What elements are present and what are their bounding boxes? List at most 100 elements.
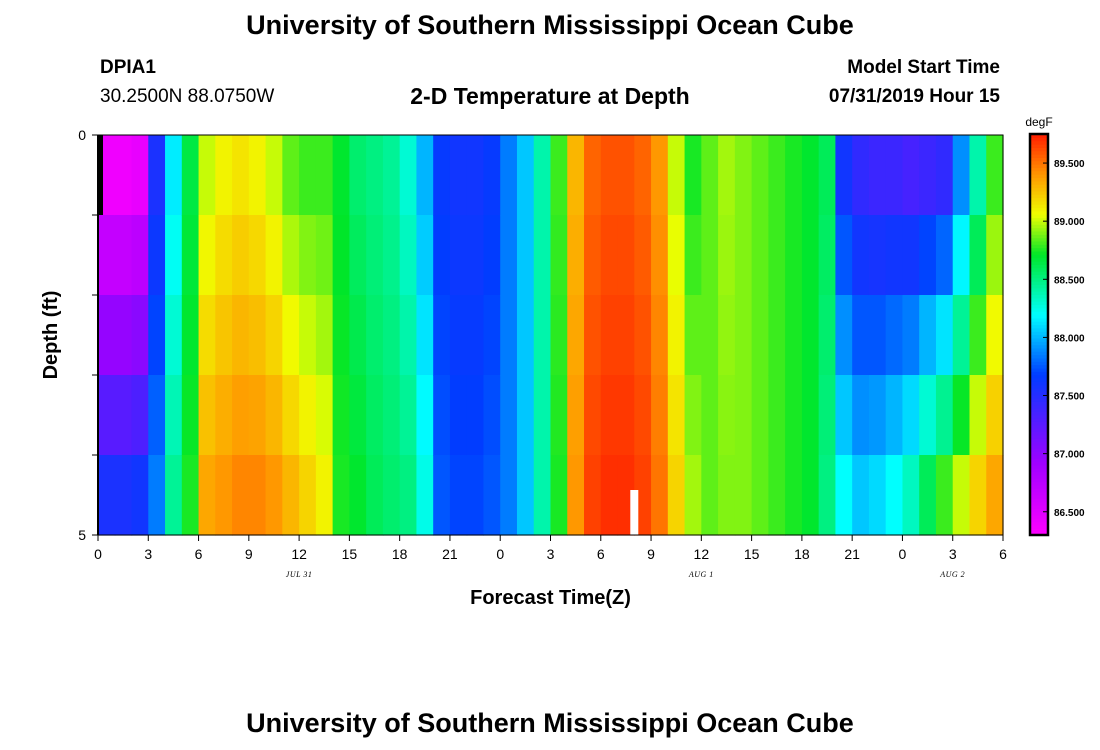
heatmap-cell xyxy=(466,295,485,376)
heatmap-cell xyxy=(349,135,367,216)
heatmap-cell xyxy=(282,215,300,296)
heatmap-cell xyxy=(449,135,468,216)
colorbar-swatch xyxy=(1030,528,1048,533)
heatmap-cell xyxy=(148,295,166,376)
colorbar-swatch xyxy=(1030,458,1048,463)
heatmap-cell xyxy=(801,215,820,296)
colorbar-swatch xyxy=(1030,147,1048,152)
heatmap-cell xyxy=(114,135,133,216)
colorbar-swatch xyxy=(1030,371,1048,376)
heatmap-cell xyxy=(131,135,149,216)
heatmap-cell xyxy=(969,135,987,216)
heatmap-cell xyxy=(399,295,418,376)
colorbar-swatch xyxy=(1030,494,1048,499)
heatmap-cell xyxy=(818,215,837,296)
heatmap-cell xyxy=(550,375,568,456)
colorbar-tick-label: 89.000 xyxy=(1054,217,1085,228)
colorbar-swatch xyxy=(1030,220,1048,225)
heatmap-cell xyxy=(885,375,904,456)
heatmap-cell xyxy=(232,215,250,296)
heatmap-cell xyxy=(785,135,803,216)
y-tick-label: 5 xyxy=(78,527,86,543)
heatmap-cell xyxy=(98,455,116,536)
heatmap-cell xyxy=(299,295,317,376)
x-tick-label: 6 xyxy=(195,546,203,562)
heatmap-cell xyxy=(315,455,334,536)
heatmap-cell xyxy=(751,135,769,216)
y-axis-ticks: 05 xyxy=(78,127,98,543)
heatmap-cell xyxy=(684,135,702,216)
colorbar-swatch xyxy=(1030,521,1048,526)
heatmap-cell xyxy=(684,455,702,536)
colorbar-swatch xyxy=(1030,331,1048,336)
heatmap-cell xyxy=(198,135,216,216)
heatmap-cell xyxy=(969,295,987,376)
heatmap-cell xyxy=(550,135,568,216)
colorbar-swatch xyxy=(1030,431,1048,436)
footer-title: University of Southern Mississippi Ocean… xyxy=(246,708,854,738)
heatmap-cell xyxy=(919,135,937,216)
heatmap-cell xyxy=(366,135,384,216)
colorbar-swatch xyxy=(1030,210,1048,215)
colorbar-swatch xyxy=(1030,454,1048,459)
heatmap-cell xyxy=(935,375,954,456)
colorbar-swatch xyxy=(1030,140,1048,145)
colorbar-swatch xyxy=(1030,297,1048,302)
colorbar-swatch xyxy=(1030,518,1048,523)
colorbar-swatch xyxy=(1030,531,1048,536)
colorbar-swatch xyxy=(1030,448,1048,453)
x-tick-label: 3 xyxy=(949,546,957,562)
heatmap-cell xyxy=(567,375,585,456)
heatmap-cell xyxy=(986,215,1004,296)
heatmap-cell xyxy=(885,215,904,296)
heatmap-cell xyxy=(198,455,216,536)
colorbar-swatch xyxy=(1030,271,1048,275)
colorbar-swatch xyxy=(1030,414,1048,419)
heatmap-cell xyxy=(751,455,769,536)
heatmap-cell xyxy=(667,295,686,376)
heatmap-cell xyxy=(600,375,619,456)
heatmap-cell xyxy=(550,215,568,296)
heatmap-cell xyxy=(634,215,652,296)
colorbar-swatch xyxy=(1030,474,1048,479)
colorbar-tick-label: 87.000 xyxy=(1054,450,1085,461)
date-label: AUG 1 xyxy=(688,570,714,579)
heatmap-cell xyxy=(483,455,501,536)
heatmap-cell xyxy=(382,135,401,216)
heatmap-cell xyxy=(148,135,166,216)
heatmap-cell xyxy=(483,375,501,456)
heatmap-cell xyxy=(232,375,250,456)
colorbar-tick-label: 88.500 xyxy=(1054,275,1085,286)
heatmap-cell xyxy=(232,455,250,536)
colorbar-swatch xyxy=(1030,177,1048,182)
colorbar-swatch xyxy=(1030,180,1048,185)
heatmap-cell xyxy=(299,135,317,216)
colorbar-swatch xyxy=(1030,367,1048,372)
heatmap-cell xyxy=(215,215,233,296)
heatmap-cell xyxy=(801,295,820,376)
heatmap-cell xyxy=(584,295,602,376)
heatmap-cell xyxy=(449,295,468,376)
x-tick-label: 0 xyxy=(94,546,102,562)
colorbar-swatch xyxy=(1030,381,1048,386)
colorbar-swatch xyxy=(1030,471,1048,476)
heatmap-cell xyxy=(282,455,300,536)
heatmap-cell xyxy=(433,455,451,536)
heatmap-cell xyxy=(868,455,887,536)
heatmap-cell xyxy=(349,215,367,296)
colorbar-swatch xyxy=(1030,154,1048,158)
heatmap-cell xyxy=(935,455,954,536)
heatmap-cell xyxy=(299,215,317,296)
colorbar-swatch xyxy=(1030,504,1048,509)
heatmap-cell xyxy=(399,455,418,536)
colorbar: 86.500 87.000 87.500 88.000 88.500 89.000 89.5… xyxy=(1028,132,1085,537)
heatmap-cell xyxy=(248,215,267,296)
heatmap-cell xyxy=(181,295,200,376)
heatmap-cell xyxy=(483,215,501,296)
colorbar-swatch xyxy=(1030,384,1048,389)
y-axis-title: Depth (ft) xyxy=(40,291,62,380)
heatmap-cell xyxy=(550,295,568,376)
colorbar-swatch xyxy=(1030,354,1048,359)
heatmap-cell xyxy=(768,215,786,296)
heatmap-cell xyxy=(785,295,803,376)
